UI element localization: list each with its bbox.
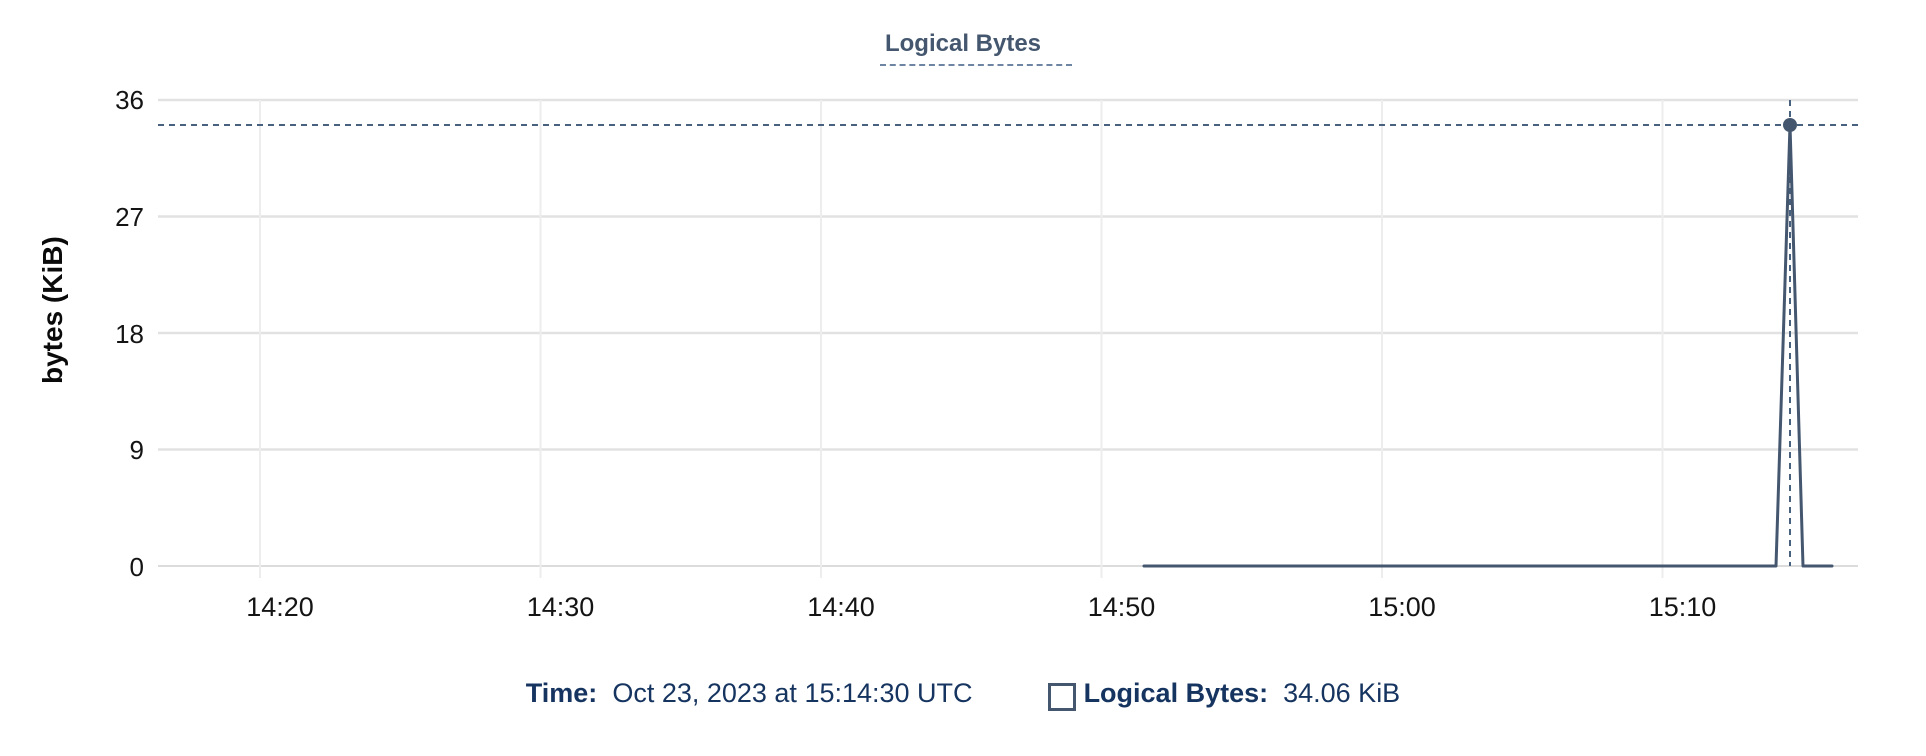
svg-text:14:50: 14:50	[1088, 592, 1156, 622]
svg-text:27: 27	[115, 202, 144, 232]
svg-text:15:10: 15:10	[1649, 592, 1717, 622]
svg-text:14:20: 14:20	[246, 592, 314, 622]
svg-text:9: 9	[130, 435, 144, 465]
svg-text:36: 36	[115, 85, 144, 115]
svg-text:14:40: 14:40	[807, 592, 875, 622]
svg-text:18: 18	[115, 319, 144, 349]
svg-text:14:30: 14:30	[527, 592, 595, 622]
svg-text:0: 0	[130, 552, 144, 582]
svg-text:15:00: 15:00	[1368, 592, 1436, 622]
